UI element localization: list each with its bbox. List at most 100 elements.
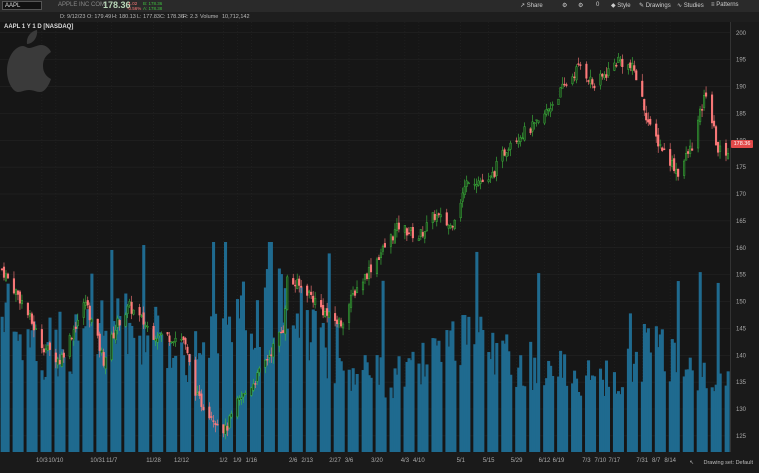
volume-bar [519, 355, 523, 452]
candle-body [521, 137, 524, 140]
volume-bar [467, 316, 471, 452]
volume-bar [237, 318, 242, 452]
volume-bar [409, 360, 413, 452]
style-button[interactable]: ◆ Style [611, 2, 631, 9]
candle-body [98, 333, 101, 351]
candle-body [705, 92, 708, 97]
volume-bar [690, 370, 694, 452]
candle-body [294, 284, 297, 287]
candle-body [170, 341, 173, 344]
volume-bar [602, 395, 607, 452]
studies-label: Studies [683, 3, 704, 9]
volume-bar [365, 362, 369, 452]
candlestick-chart[interactable] [0, 22, 730, 452]
volume-bar [604, 360, 609, 452]
candle-body [619, 59, 622, 62]
volume-bar [700, 376, 704, 452]
candle-body [647, 119, 650, 123]
volume-bar [503, 343, 507, 452]
volume-bar [395, 374, 399, 452]
volume-bar [537, 273, 541, 452]
drawings-button[interactable]: ✎ Drawings [639, 2, 671, 9]
volume-bar [545, 378, 549, 452]
last-price: 178.36 [103, 0, 131, 10]
volume-bar [257, 346, 261, 452]
candle-body [252, 383, 255, 391]
volume-bar [48, 317, 52, 452]
volume-bar [590, 375, 595, 452]
candle-body [70, 337, 73, 340]
candle-body [505, 152, 508, 157]
volume-bar [565, 385, 569, 452]
candle-body [631, 62, 634, 72]
company-name: APPLE INC COM [58, 2, 106, 8]
share-button[interactable]: ↗ Share [520, 2, 543, 9]
candle-body [531, 121, 534, 132]
volume-bar [28, 347, 32, 452]
candle-body [714, 126, 718, 146]
volume-bar [333, 383, 337, 452]
info-high: H: 180.13 [112, 14, 136, 20]
volume-bar [577, 391, 581, 452]
volume-bar [74, 314, 78, 452]
zero-indicator[interactable]: 0 [596, 2, 600, 8]
candle-body [76, 319, 79, 326]
price-tick-label: 155 [736, 273, 747, 279]
price-tick-label: 175 [736, 165, 747, 171]
settings-button-2[interactable]: ⚙ [578, 2, 583, 9]
cursor-icon[interactable]: ↖ [689, 460, 694, 466]
candle-body [40, 329, 43, 349]
price-change: -1.02 -0.56% [127, 1, 141, 11]
price-axis[interactable]: 1251301351401451501551601651701751801851… [730, 22, 759, 452]
volume-bar [658, 334, 662, 452]
candle-body [130, 301, 133, 314]
volume-bar [144, 352, 148, 452]
volume-bar [281, 322, 285, 452]
volume-bar [339, 361, 343, 452]
patterns-label: Patterns [716, 2, 739, 8]
volume-bar [126, 354, 130, 452]
volume-bar [16, 340, 20, 452]
volume-bar [377, 384, 381, 452]
ohlc-info-bar: D: 9/12/23 O: 179.49 H: 180.13 L: 177.83… [0, 12, 759, 22]
info-low: L: 177.83 [137, 14, 160, 20]
date-axis[interactable]: 10/3 10/10 10/31 11/7 11/28 12/12 1/2 1/9 1/16 2/… [0, 452, 730, 468]
candle-body [621, 58, 624, 68]
volume-bar [726, 371, 730, 452]
volume-bar [662, 371, 666, 452]
volume-bar [361, 370, 365, 452]
candle-body [545, 109, 548, 115]
candle-body [493, 171, 496, 177]
candle-body [627, 64, 630, 70]
volume-bar [423, 376, 427, 452]
volume-bar [620, 387, 624, 452]
candle-body [593, 85, 596, 89]
volume-bar [271, 337, 275, 452]
volume-bar [299, 287, 303, 452]
candle-body [160, 333, 163, 336]
candle-body [557, 98, 560, 105]
settings-button[interactable]: ⚙ [562, 2, 567, 9]
volume-bar [104, 330, 108, 452]
volume-bar [634, 351, 638, 452]
candle-body [118, 320, 121, 326]
candle-body [489, 175, 492, 178]
candle-body [351, 293, 355, 295]
symbol-input[interactable]: AAPL [2, 1, 42, 10]
candle-body [377, 257, 381, 261]
patterns-button[interactable]: ≡ Patterns [711, 2, 739, 8]
bid-price: B: 178.36 [143, 1, 163, 6]
chart-plot-area[interactable] [0, 22, 730, 452]
date-tick-label: 6/19 [553, 458, 565, 464]
candle-body [166, 332, 169, 335]
volume-bar [138, 335, 142, 452]
volume-bar [98, 323, 102, 452]
candle-body [196, 392, 199, 394]
info-r: R: 2.3 [183, 14, 198, 20]
studies-button[interactable]: ∿ Studies [677, 2, 704, 9]
volume-bar [405, 361, 409, 452]
volume-bar [58, 311, 62, 452]
candle-body [519, 137, 522, 142]
share-icon: ↗ [520, 3, 526, 9]
volume-bar [451, 321, 455, 452]
